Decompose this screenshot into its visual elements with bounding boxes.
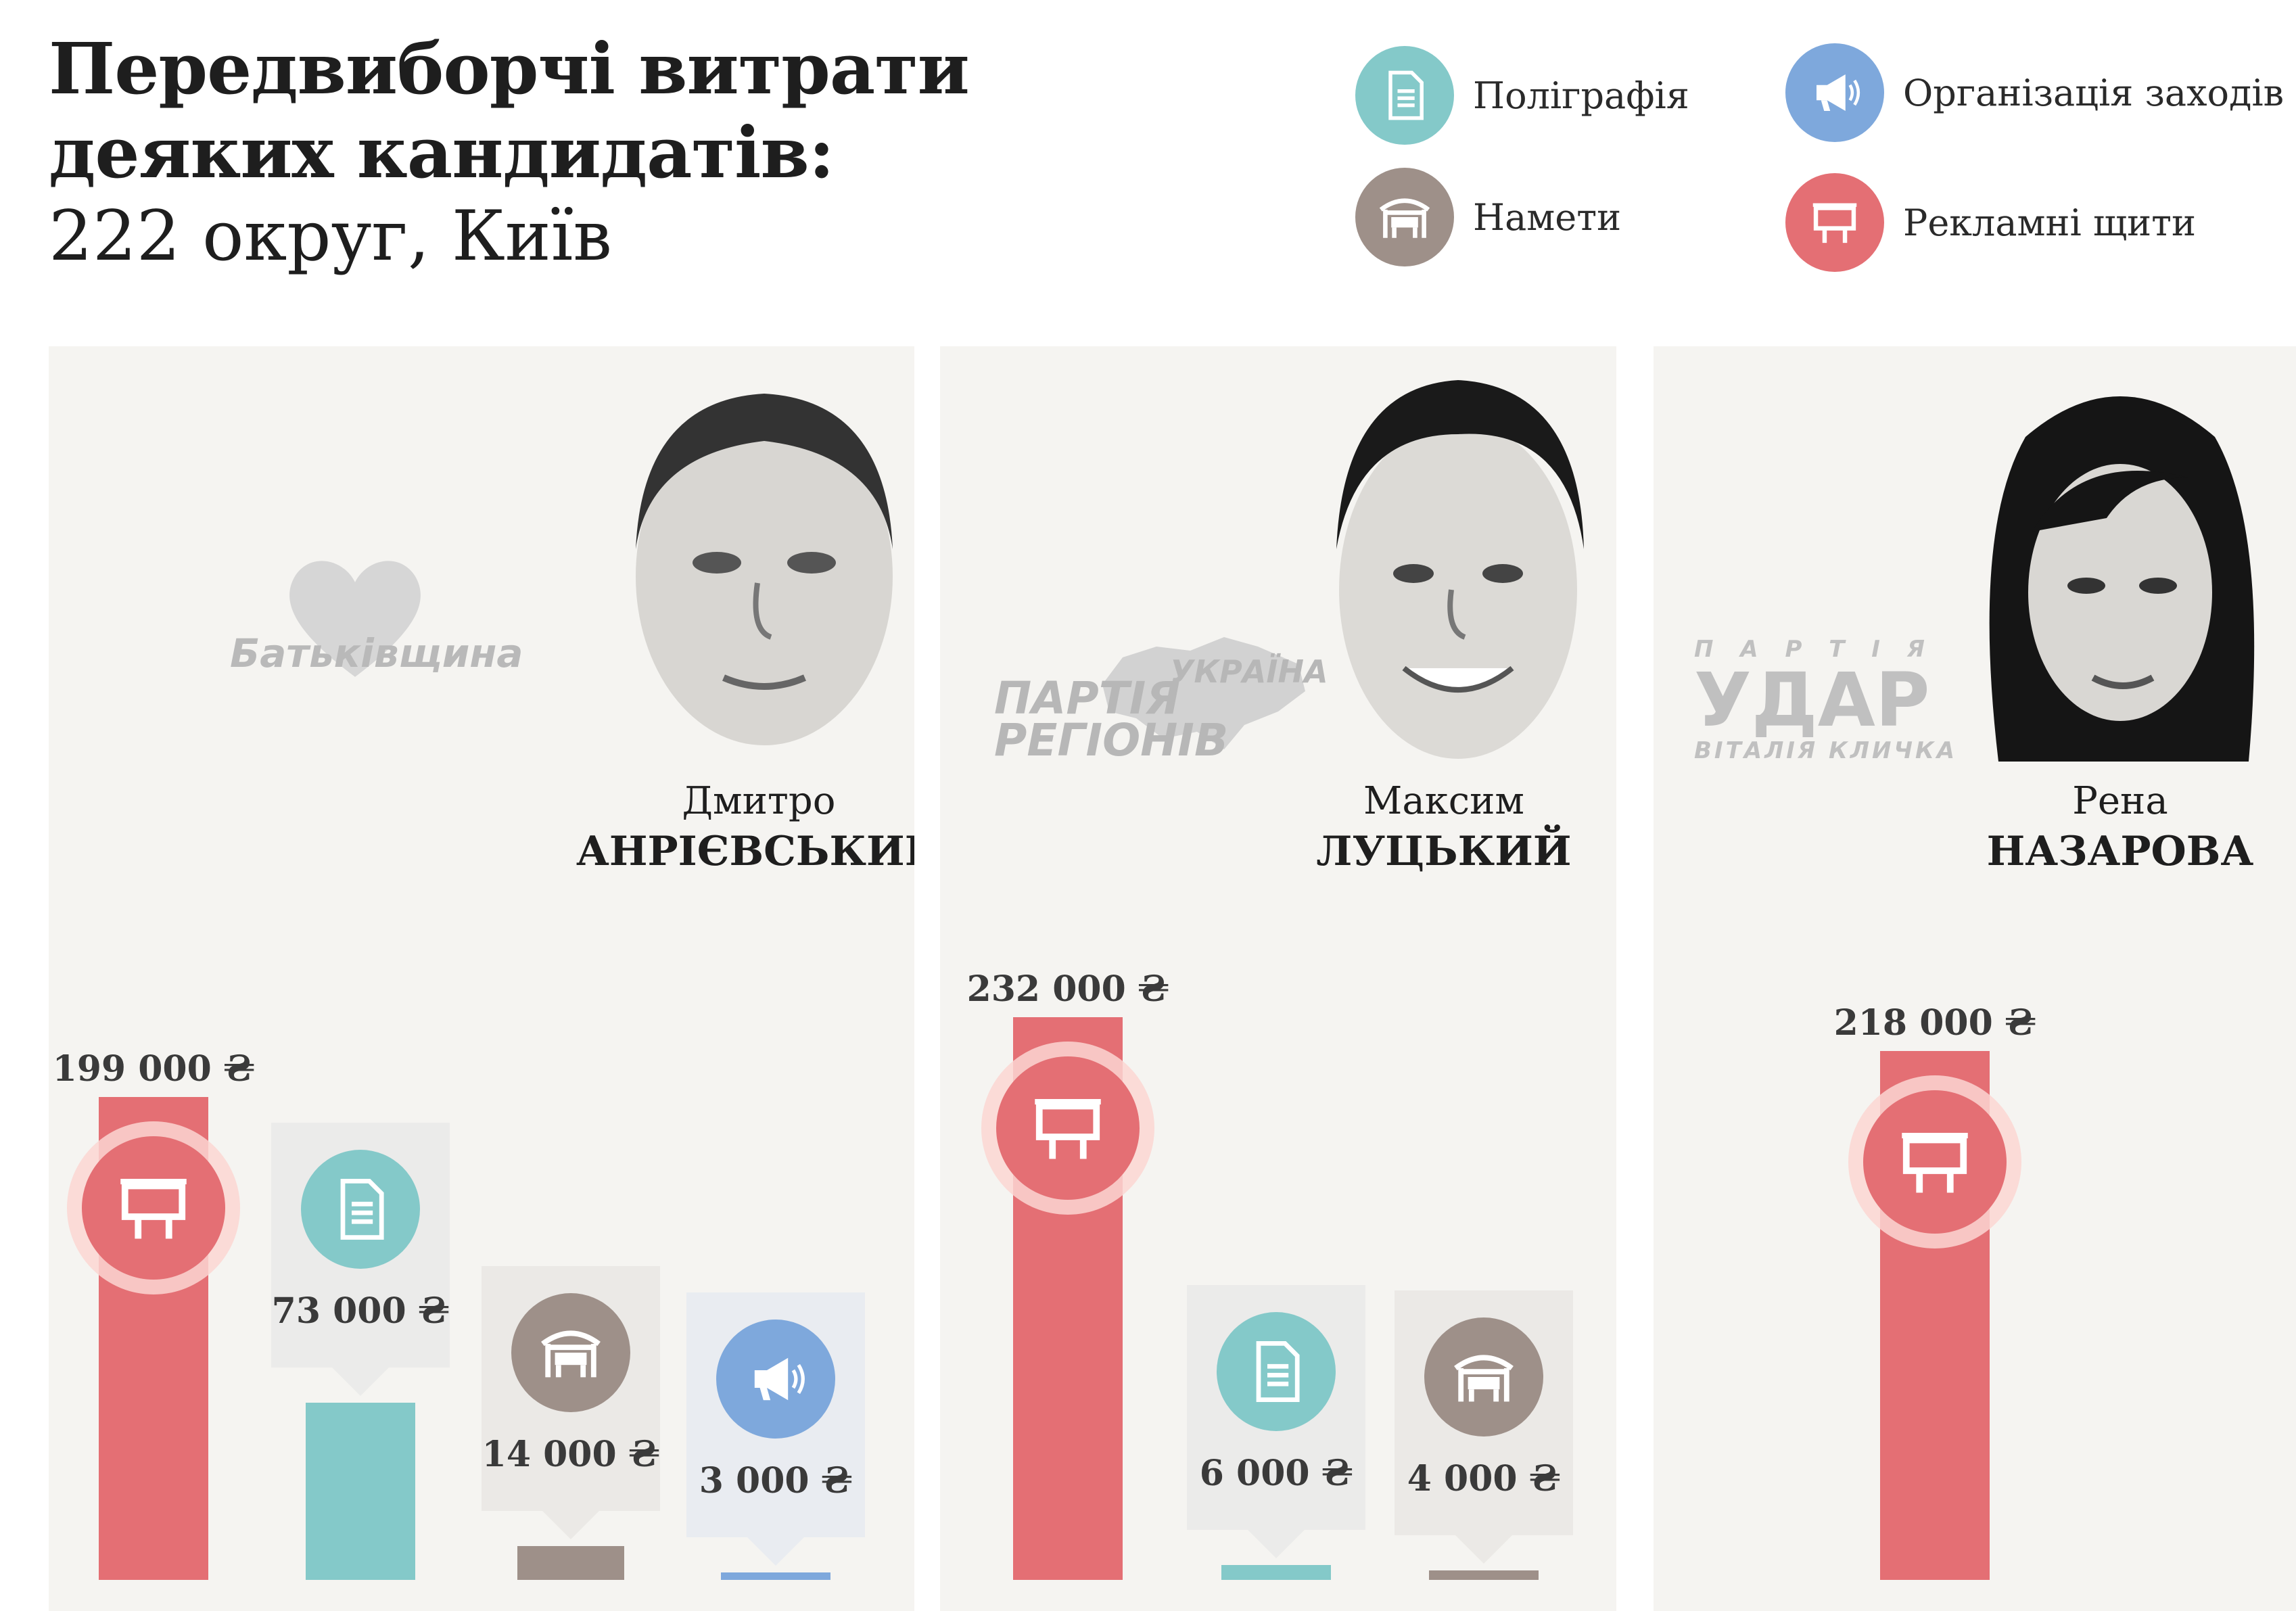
- billboard-icon: [82, 1136, 225, 1280]
- candidate-last-name-3: НАЗАРОВА: [1986, 828, 2254, 875]
- candidate-first-name-2: Максим: [1363, 779, 1524, 823]
- data-label: 3 000 ₴: [699, 1460, 853, 1501]
- megaphone-icon: [1785, 43, 1884, 142]
- bar-1-3: [517, 1546, 624, 1580]
- legend-label-events: Організація заходів: [1903, 71, 2284, 114]
- candidate-portrait-3: [1989, 396, 2255, 762]
- billboard-icon-halo: [1848, 1075, 2021, 1248]
- legend-label-billboards: Рекламні щити: [1903, 201, 2197, 244]
- callout-arrow: [1455, 1535, 1512, 1564]
- document-icon: [1217, 1312, 1336, 1431]
- legend-item-tents: Намети: [1355, 168, 1621, 266]
- tent-icon: [1424, 1317, 1543, 1437]
- data-label: 232 000 ₴: [966, 968, 1169, 1010]
- billboard-icon-halo: [67, 1121, 240, 1294]
- bar-2-2: [1221, 1565, 1331, 1580]
- legend-label-tents: Намети: [1473, 195, 1622, 239]
- heart-icon: [289, 561, 421, 677]
- callout-arrow: [542, 1511, 599, 1539]
- document-icon: [1355, 46, 1454, 145]
- party-logo-batkivshchyna: Батьківщина: [230, 561, 523, 677]
- billboard-icon-halo: [981, 1042, 1154, 1215]
- document-icon: [301, 1150, 420, 1269]
- data-label: 6 000 ₴: [1199, 1453, 1353, 1494]
- candidate-portrait-2: [1336, 380, 1584, 759]
- callout-arrow: [332, 1368, 389, 1396]
- bar-1-2: [306, 1403, 415, 1580]
- tent-icon: [1355, 168, 1454, 266]
- billboard-icon: [1785, 173, 1884, 272]
- candidate-first-name-1: Дмитро: [682, 779, 836, 823]
- legend-label-printing: Поліграфія: [1473, 74, 1689, 117]
- candidate-last-name-1: АНРІЄВСЬКИЙ: [576, 828, 914, 875]
- candidate-portrait-1: [636, 394, 893, 745]
- data-label: 4 000 ₴: [1407, 1458, 1561, 1499]
- page-title-line-2: деяких кандидатів:: [49, 111, 835, 194]
- callout-arrow: [1248, 1530, 1305, 1558]
- legend-item-billboards: Рекламні щити: [1785, 173, 2196, 272]
- bar-1-4: [721, 1572, 830, 1580]
- party-logo-regions: РЕГІОНІВ УКРАЇНА ПАРТІЯ РЕГІОНІВ: [994, 653, 1328, 766]
- candidate-last-name-2: ЛУЦЬКИЙ: [1316, 828, 1572, 875]
- legend-item-events: Організація заходів: [1785, 43, 2284, 142]
- legend-item-printing: Поліграфія: [1355, 46, 1689, 145]
- header: Передвиборчі витрати деяких кандидатів: …: [49, 27, 1334, 279]
- data-label: 218 000 ₴: [1833, 1002, 2036, 1044]
- page-title-line-1: Передвиборчі витрати: [49, 27, 970, 110]
- candidate-panel-3: П А Р Т І Я УДАР ВІТАЛІЯ КЛИЧКА Рена НАЗ…: [1654, 346, 2296, 1611]
- callout-arrow: [747, 1537, 804, 1566]
- ukraine-map-icon: [1102, 637, 1305, 749]
- page-subtitle: 222 округ, Київ: [49, 196, 612, 277]
- data-label: 73 000 ₴: [271, 1290, 450, 1332]
- megaphone-icon: [716, 1320, 835, 1439]
- bar-2-3: [1429, 1570, 1539, 1580]
- billboard-icon: [1863, 1090, 2007, 1234]
- party-logo-udar: П А Р Т І Я УДАР ВІТАЛІЯ КЛИЧКА: [1694, 636, 1958, 764]
- tent-icon: [511, 1293, 630, 1412]
- billboard-icon: [996, 1056, 1140, 1200]
- candidate-first-name-3: Рена: [2072, 779, 2168, 823]
- data-label: 14 000 ₴: [482, 1434, 660, 1475]
- data-label: 199 000 ₴: [52, 1048, 255, 1090]
